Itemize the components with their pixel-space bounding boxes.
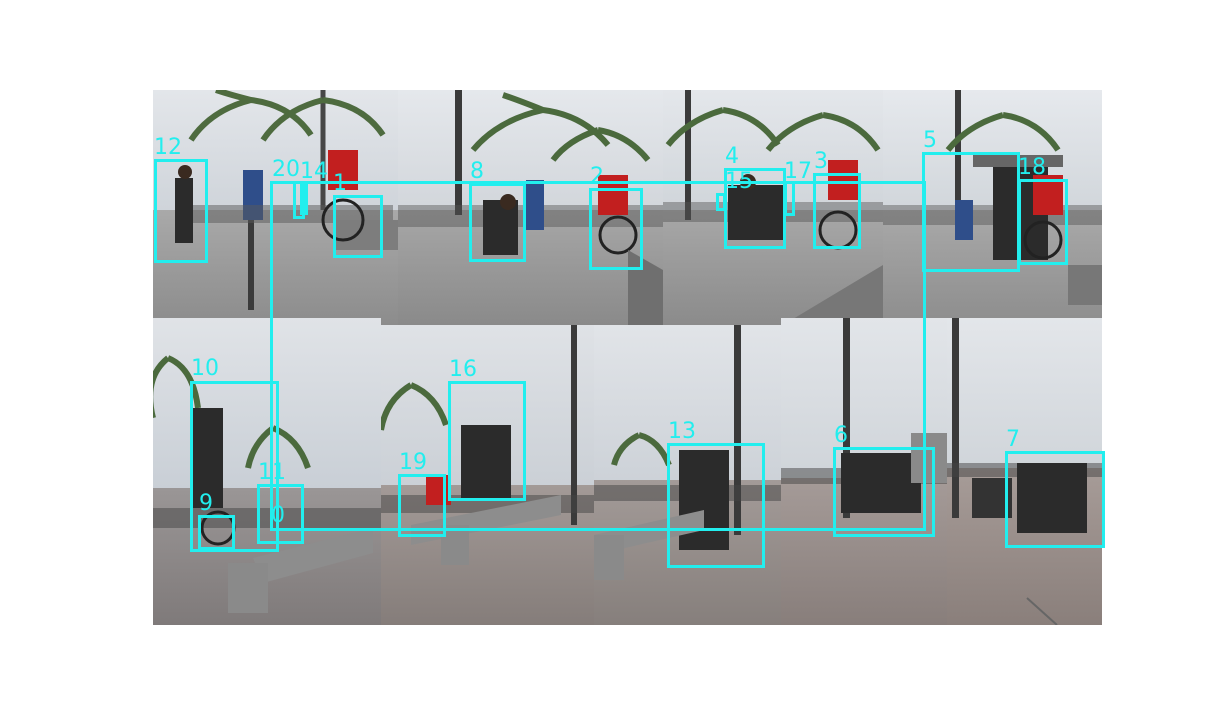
detection-box-15 <box>716 193 726 211</box>
detection-box-3 <box>813 173 861 249</box>
detection-box-5 <box>922 152 1020 272</box>
detection-box-7 <box>1005 451 1105 548</box>
detection-label-17: 17 <box>784 159 812 184</box>
photo-collage <box>153 90 1102 625</box>
photo-tile-top-3 <box>663 90 883 325</box>
detection-box-0 <box>270 181 926 531</box>
detection-box-8 <box>469 183 526 262</box>
photo-tile-bottom-3 <box>594 325 781 625</box>
detection-label-4: 4 <box>725 144 739 169</box>
photo-tile-top-4 <box>883 90 1102 325</box>
detection-label-3: 3 <box>814 149 828 174</box>
detection-box-11 <box>257 484 304 544</box>
detection-box-12 <box>154 159 208 263</box>
detection-label-5: 5 <box>923 128 937 153</box>
detection-label-18: 18 <box>1018 155 1046 180</box>
detection-box-6 <box>833 447 935 537</box>
detection-box-9 <box>198 515 235 550</box>
detection-label-9: 9 <box>199 491 213 516</box>
detection-label-19: 19 <box>399 450 427 475</box>
photo-tile-top-1 <box>153 90 398 325</box>
detection-box-13 <box>667 443 765 568</box>
detection-box-2 <box>589 188 643 270</box>
detection-label-14: 14 <box>300 159 328 184</box>
photo-tile-bottom-4 <box>781 318 947 625</box>
detection-label-12: 12 <box>154 135 182 160</box>
detection-label-13: 13 <box>668 419 696 444</box>
detection-label-2: 2 <box>590 164 604 189</box>
detection-label-0: 0 <box>271 503 285 528</box>
detection-label-20: 20 <box>272 157 300 182</box>
detection-label-6: 6 <box>834 423 848 448</box>
photo-tile-bottom-2 <box>381 325 594 625</box>
detection-label-10: 10 <box>191 356 219 381</box>
detection-label-15: 15 <box>725 169 753 194</box>
detection-label-8: 8 <box>470 159 484 184</box>
detection-box-19 <box>398 474 446 537</box>
detection-box-18 <box>1018 179 1068 265</box>
detection-label-7: 7 <box>1006 427 1020 452</box>
detection-label-16: 16 <box>449 357 477 382</box>
detection-label-1: 1 <box>333 171 347 196</box>
detection-box-14 <box>300 183 308 215</box>
detection-label-11: 11 <box>258 460 286 485</box>
detection-box-16 <box>448 381 526 501</box>
detection-box-10 <box>190 381 279 552</box>
detection-box-1 <box>333 195 383 258</box>
